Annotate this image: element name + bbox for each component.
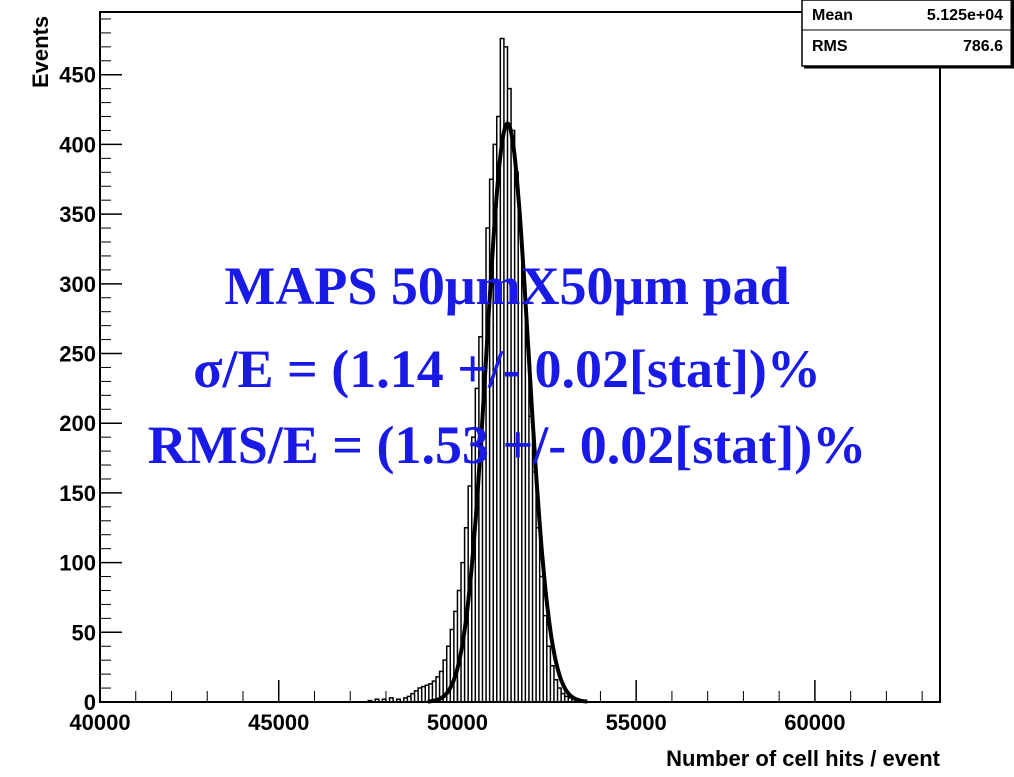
- y-axis-tick-labels: 0 50 100 150 200 250 300 350 400 450: [59, 63, 96, 715]
- x-tick-label: 50000: [427, 710, 488, 735]
- annotation-line-1: MAPS 50μmX50μm pad: [224, 256, 789, 316]
- y-axis-ticks: [100, 18, 122, 703]
- y-tick-label: 300: [59, 272, 96, 297]
- stats-mean-value: 5.125e+04: [927, 7, 1003, 24]
- x-axis-title: Number of cell hits / event: [666, 746, 941, 771]
- stats-box-frame: [801, 0, 1014, 67]
- stats-box: Mean 5.125e+04 RMS 786.6: [801, 0, 1014, 69]
- stats-rms-label: RMS: [812, 38, 848, 55]
- x-tick-label: 40000: [69, 710, 130, 735]
- y-tick-label: 350: [59, 202, 96, 227]
- x-tick-label: 60000: [784, 710, 845, 735]
- y-tick-label: 0: [84, 690, 96, 715]
- histogram-series: [100, 37, 940, 703]
- annotation-line-2: σ/E = (1.14 +/- 0.02[stat])%: [193, 339, 821, 399]
- annotation-block: MAPS 50μmX50μm pad σ/E = (1.14 +/- 0.02[…: [148, 256, 866, 475]
- y-tick-label: 100: [59, 551, 96, 576]
- x-tick-label: 45000: [248, 710, 309, 735]
- plot-frame: [99, 11, 941, 703]
- y-tick-label: 50: [72, 620, 96, 645]
- stats-mean-label: Mean: [812, 7, 853, 24]
- y-tick-label: 450: [59, 63, 96, 88]
- y-tick-label: 200: [59, 411, 96, 436]
- y-axis-title: Events: [28, 16, 53, 88]
- annotation-line-3: RMS/E = (1.53 +/- 0.02[stat])%: [148, 415, 866, 475]
- y-tick-label: 400: [59, 132, 96, 157]
- y-tick-label: 250: [59, 342, 96, 367]
- y-tick-label: 150: [59, 481, 96, 506]
- gaussian-fit-curve: [427, 121, 588, 704]
- stats-rms-value: 786.6: [963, 38, 1003, 55]
- x-axis-tick-labels: 40000 45000 50000 55000 60000: [69, 710, 845, 735]
- x-tick-label: 55000: [606, 710, 667, 735]
